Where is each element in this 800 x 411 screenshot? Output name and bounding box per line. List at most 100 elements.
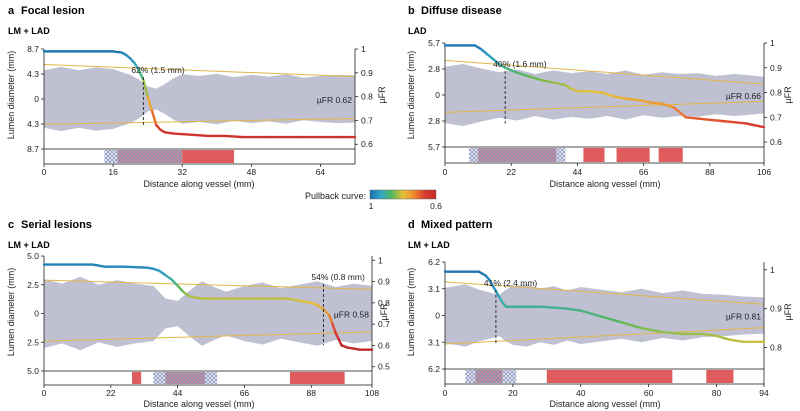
- panel-c-left-tick: 5.0: [27, 251, 39, 261]
- panel-d-curve-segment: [701, 332, 718, 338]
- panel-a-x-tick: 16: [108, 167, 118, 177]
- panel-b-right-tick: 0.6: [770, 137, 782, 147]
- panel-a-right-tick: 1: [361, 44, 366, 54]
- panel-a-curve-segment: [150, 109, 158, 127]
- panel-c-segment: [153, 372, 166, 384]
- panel-a-xlabel: Distance along vessel (mm): [143, 179, 254, 189]
- panel-a-curve-segment: [189, 133, 210, 138]
- panel-d-curve-segment: [579, 309, 603, 318]
- panel-d-boundary-lower: [444, 327, 765, 345]
- panel-d-segment: [546, 370, 673, 383]
- panel-a-curve-segment: [137, 69, 145, 82]
- panel-d-curve-segment: [620, 321, 644, 330]
- panel-d-curve-segment: [565, 307, 582, 312]
- panel-a-title: Focal lesion: [21, 5, 85, 17]
- panel-d-subtitle: LM + LAD: [408, 240, 450, 250]
- panel-c-curve-segment: [158, 269, 167, 277]
- panel-d-curve-segment: [715, 334, 732, 342]
- panel-c-boundary-lower: [43, 331, 373, 342]
- panel-d-curve-segment: [552, 306, 569, 310]
- panel-c-left-tick: 0: [34, 309, 39, 319]
- panel-b-curve-segment: [588, 90, 603, 94]
- panel-a-segment: [117, 150, 183, 163]
- panel-b-x-tick: 22: [506, 167, 516, 177]
- panel-b-curve-segment: [528, 75, 543, 82]
- panel-a-boundary-upper: [43, 64, 356, 78]
- panel-b-x-tick: 0: [443, 167, 448, 177]
- panel-b-left-tick: 5.7: [428, 38, 440, 48]
- panel-c-curve-segment: [346, 346, 362, 351]
- panel-c-curve-segment: [297, 299, 313, 305]
- panel-d-left-tick: 3.1: [428, 284, 440, 294]
- panel-b-lumen-envelope: [445, 63, 764, 127]
- panel-b-curve-segment: [540, 78, 555, 84]
- panel-c-curve-segment: [331, 322, 337, 334]
- panel-c-right-tick: 1: [378, 255, 383, 265]
- panel-c-right-tick: 0.5: [378, 362, 390, 372]
- panel-d-x-tick: 80: [712, 388, 722, 398]
- panel-c-ylabel-right: µFR: [379, 303, 389, 321]
- panel-c-curve-segment: [170, 278, 179, 288]
- panel-d-curve-segment: [728, 338, 745, 343]
- panel-b-letter: b: [408, 5, 415, 17]
- panel-c-left-tick: 5.0: [27, 366, 39, 376]
- panel-c-curve-segment: [164, 273, 173, 281]
- panel-b-xlabel: Distance along vessel (mm): [549, 179, 660, 189]
- panel-a-subtitle: LM + LAD: [8, 26, 50, 36]
- panel-c-right-tick: 0.8: [378, 298, 390, 308]
- panel-d-x-tick: 0: [443, 388, 448, 398]
- panel-d-ylabel-right: µFR: [783, 303, 793, 321]
- panel-a-left-tick: 4.3: [27, 119, 39, 129]
- panel-a-left-tick: 4.3: [27, 69, 39, 79]
- panel-d-curve-segment: [640, 326, 664, 334]
- panel-a-x-tick: 0: [42, 167, 47, 177]
- panel-d-segment: [475, 370, 503, 383]
- panel-b-segment: [556, 148, 566, 162]
- panel-a-curve-segment: [133, 62, 141, 72]
- panel-a-ufr-value: µFR 0.62: [317, 95, 352, 105]
- panel-b-x-tick: 106: [757, 167, 771, 177]
- panel-c-curve-segment: [322, 308, 331, 317]
- panel-b-segment: [583, 148, 605, 162]
- panel-a-stenosis-label: 62% (1.5 mm): [131, 65, 185, 75]
- panel-d-xlabel: Distance along vessel (mm): [549, 399, 660, 409]
- panel-c-title: Serial lesions: [21, 219, 92, 231]
- panel-b-curve-segment: [720, 119, 736, 124]
- panel-c-boundary-upper: [43, 279, 373, 290]
- panel-a-curve-segment: [224, 134, 244, 139]
- legend-min: 1: [369, 201, 374, 211]
- panel-c-x-tick: 44: [173, 388, 183, 398]
- panel-d-segment: [502, 370, 517, 383]
- panel-c-left-tick: 2.5: [27, 280, 39, 290]
- panel-b-curve-segment: [600, 91, 615, 98]
- panel-a-left-tick: 8.7: [27, 44, 39, 54]
- panel-a-curve-segment: [163, 131, 175, 135]
- panel-d-left-tick: 6.2: [428, 364, 440, 374]
- panel-d-x-tick: 60: [644, 388, 654, 398]
- panel-c-segment: [165, 372, 205, 384]
- panel-a-x-tick: 64: [316, 167, 326, 177]
- panel-c-curve-segment: [328, 314, 334, 326]
- panel-b-left-tick: 0: [435, 90, 440, 100]
- panel-b-segment: [469, 148, 479, 162]
- panel-d-curve-segment: [660, 330, 684, 336]
- panel-c-segment: [204, 372, 218, 384]
- panel-c-stenosis-label: 54% (0.8 mm): [311, 272, 365, 282]
- panel-b-left-tick: 5.7: [428, 142, 440, 152]
- panel-d: d Mixed pattern LM + LAD Lumen diameter …: [406, 219, 793, 409]
- panel-b-segment: [616, 148, 650, 162]
- panel-a-right-tick: 0.9: [361, 68, 373, 78]
- panel-a-right-tick: 0.7: [361, 115, 373, 125]
- panel-c-x-tick: 66: [240, 388, 250, 398]
- panel-b-left-tick: 2.8: [428, 64, 440, 74]
- panel-d-right-tick: 0.8: [770, 343, 782, 353]
- panel-b-stenosis-label: 40% (1.6 mm): [493, 59, 547, 69]
- panel-b-right-tick: 0.8: [770, 88, 782, 98]
- panel-a-curve-segment: [146, 95, 154, 113]
- panel-b-right-tick: 1: [770, 38, 775, 48]
- panel-a-boundary-lower: [43, 118, 356, 125]
- panel-b-x-tick: 66: [639, 167, 649, 177]
- panel-d-title: Mixed pattern: [421, 219, 493, 231]
- panel-b-curve-segment: [684, 116, 699, 120]
